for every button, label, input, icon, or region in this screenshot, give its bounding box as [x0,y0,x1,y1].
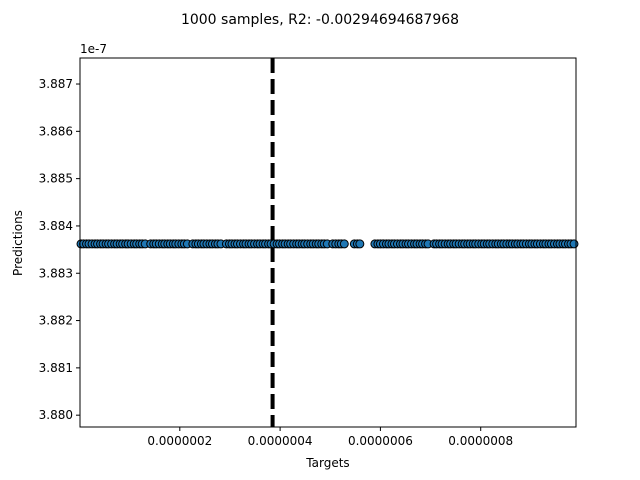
x-axis-label: Targets [305,456,349,470]
x-tick-label: 0.0000002 [147,434,212,448]
y-tick-label: 3.886 [39,124,73,138]
plot-area [76,57,579,428]
y-tick-label: 3.882 [39,314,73,328]
x-tick-label: 0.0000006 [348,434,413,448]
y-tick-label: 3.884 [39,219,73,233]
y-tick-label: 3.880 [39,408,73,422]
x-axis-ticks: 0.0000002 0.0000004 0.0000006 0.0000008 [147,427,513,448]
data-points [76,239,579,249]
y-tick-label: 3.887 [39,77,73,91]
y-tick-label: 3.881 [39,361,73,375]
data-point [355,239,365,249]
y-tick-label: 3.885 [39,172,73,186]
data-point [569,239,579,249]
plot-frame [79,57,577,428]
chart-title: 1000 samples, R2: -0.00294694687968 [181,12,459,28]
y-axis-label: Predictions [11,210,25,276]
x-tick-label: 0.0000008 [448,434,513,448]
y-axis-ticks: 3.880 3.881 3.882 3.883 3.884 3.885 3.886 3.887 [39,77,80,422]
data-point [339,239,349,249]
y-tick-label: 3.883 [39,266,73,280]
y-offset-label: 1e-7 [80,42,107,56]
x-tick-label: 0.0000004 [248,434,313,448]
